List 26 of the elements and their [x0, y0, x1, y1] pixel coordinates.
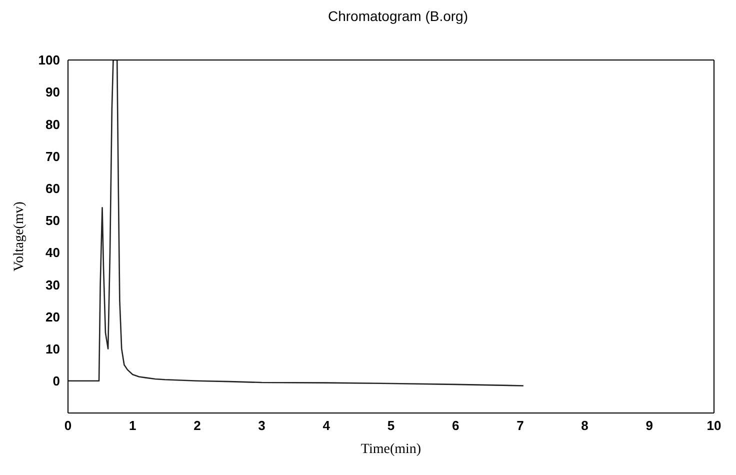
chart-title: Chromatogram (B.org) — [326, 8, 470, 24]
x-tick-label: 6 — [452, 418, 460, 434]
y-tick-label: 90 — [46, 84, 60, 100]
x-tick-label: 1 — [128, 418, 136, 434]
y-tick-label: 10 — [46, 341, 60, 356]
x-tick-label: 2 — [194, 418, 201, 434]
y-tick-label: 20 — [46, 309, 60, 324]
x-tick-label: 3 — [258, 418, 266, 434]
x-axis-title: Time(min) — [360, 442, 422, 457]
y-tick-label: 80 — [46, 116, 60, 132]
y-tick-label: 100 — [38, 52, 60, 68]
y-tick-label: 70 — [46, 148, 60, 164]
line-series — [68, 60, 524, 386]
x-tick-label: 8 — [581, 418, 588, 434]
x-tick-label: 4 — [322, 418, 331, 434]
x-tick-label: 0 — [64, 418, 72, 434]
y-axis-title: Voltage(mv) — [12, 201, 27, 272]
y-tick-label: 50 — [46, 213, 60, 228]
x-tick-label: 10 — [706, 418, 722, 434]
y-tick-label: 40 — [46, 245, 60, 260]
x-tick-label: 5 — [387, 418, 395, 434]
y-tick-label: 0 — [52, 374, 60, 389]
y-tick-label: 60 — [46, 180, 60, 196]
x-tick-label: 7 — [516, 418, 524, 434]
y-tick-label: 30 — [46, 277, 60, 292]
x-tick-label: 9 — [646, 418, 654, 434]
